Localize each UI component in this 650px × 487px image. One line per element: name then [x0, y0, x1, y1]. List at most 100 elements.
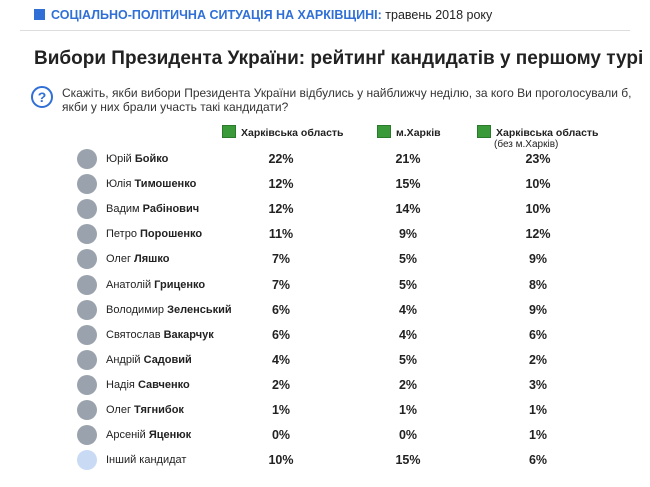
- separator: [20, 30, 630, 31]
- candidate-name: Олег Ляшко: [106, 253, 169, 265]
- percent-cell: 11%: [268, 227, 294, 242]
- candidate-name: Анатолій Гриценко: [106, 279, 205, 291]
- percent-cell: 23%: [525, 152, 551, 166]
- percent-cell: 22%: [268, 152, 294, 166]
- percent-cell: 2%: [528, 352, 548, 367]
- header-marker: [34, 9, 45, 20]
- table-row: Вадим Рабінович 12% 14% 10%: [0, 198, 650, 222]
- percent-cell: 7%: [271, 277, 291, 292]
- question-icon: ?: [31, 86, 53, 108]
- avatar: [77, 199, 97, 220]
- avatar: [77, 400, 97, 420]
- first-name: Олег: [106, 404, 131, 416]
- percent-cell: 12%: [525, 227, 551, 242]
- table-row: Юлія Тимошенко 12% 15% 10%: [0, 173, 650, 197]
- title: Вибори Президента України: рейтинґ канди…: [34, 48, 644, 69]
- avatar: [77, 149, 97, 169]
- percent-cell: 5%: [398, 252, 418, 267]
- percent-cell: 12%: [268, 202, 294, 217]
- candidate-name: Володимир Зеленський: [106, 304, 232, 316]
- percent-cell: 1%: [271, 403, 291, 417]
- percent-cell: 6%: [528, 327, 548, 342]
- percent-cell: 0%: [271, 428, 291, 443]
- last-name: Бойко: [134, 153, 169, 165]
- candidate-name: Петро Порошенко: [106, 228, 202, 240]
- table-row: Святослав Вакарчук 6% 4% 6%: [0, 324, 650, 348]
- percent-cell: 2%: [398, 377, 418, 392]
- percent-cell: 6%: [271, 327, 291, 342]
- candidate-name: Вадим Рабінович: [106, 203, 199, 215]
- candidate-name: Арсеній Яценюк: [106, 429, 191, 441]
- flag-icon: [477, 125, 491, 138]
- percent-cell: 3%: [528, 377, 548, 392]
- avatar: [77, 450, 97, 471]
- candidate-name: Юрій Бойко: [106, 153, 168, 165]
- table-row: Юрій Бойко 22% 21% 23%: [0, 148, 650, 172]
- first-name: Петро: [106, 228, 137, 241]
- first-name: Юрій: [106, 153, 132, 165]
- table-row: Андрій Садовий 4% 5% 2%: [0, 349, 650, 373]
- last-name: Тягнибок: [134, 404, 184, 416]
- first-name: Святослав: [106, 328, 161, 341]
- flag-icon: [377, 125, 391, 138]
- table-row: Олег Ляшко 7% 5% 9%: [0, 248, 650, 272]
- column-label: Харківська область: [496, 127, 599, 139]
- avatar: [77, 349, 97, 370]
- flag-icon: [222, 125, 236, 138]
- table-row: Анатолій Гриценко 7% 5% 8%: [0, 274, 650, 298]
- first-name: Вадим: [106, 203, 140, 216]
- percent-cell: 14%: [395, 202, 421, 217]
- avatar: [77, 425, 97, 446]
- table-row: Арсеній Яценюк 0% 0% 1%: [0, 424, 650, 448]
- last-name: Яценюк: [148, 429, 192, 442]
- first-name: Арсеній: [106, 429, 146, 442]
- percent-cell: 9%: [528, 252, 548, 267]
- column-label: Харківська область: [241, 127, 344, 139]
- percent-cell: 9%: [528, 302, 548, 317]
- column-note: (без м.Харків): [494, 139, 559, 150]
- last-name: Рабінович: [142, 203, 200, 216]
- header-date: травень 2018 року: [385, 8, 493, 22]
- column-header: Харківська область (без м.Харків): [477, 125, 599, 150]
- last-name: Савченко: [137, 378, 190, 391]
- avatar: [77, 224, 97, 245]
- percent-cell: 5%: [398, 277, 418, 292]
- percent-cell: 21%: [395, 152, 421, 166]
- first-name: Анатолій: [106, 278, 152, 291]
- last-name: Ляшко: [134, 253, 170, 266]
- percent-cell: 4%: [398, 302, 418, 317]
- avatar: [77, 324, 97, 345]
- first-name: Надія: [106, 378, 135, 391]
- candidate-name: Інший кандидат: [106, 454, 186, 466]
- percent-cell: 10%: [525, 202, 551, 217]
- percent-cell: 15%: [395, 453, 421, 468]
- avatar: [77, 374, 97, 395]
- last-name: Садовий: [143, 353, 192, 366]
- column-label: м.Харків: [396, 127, 441, 139]
- candidate-name: Андрій Садовий: [106, 354, 192, 366]
- percent-cell: 10%: [525, 177, 551, 192]
- percent-cell: 7%: [271, 252, 291, 267]
- percent-cell: 1%: [528, 403, 548, 417]
- candidate-name: Святослав Вакарчук: [106, 329, 214, 341]
- table-row: Володимир Зеленський 6% 4% 9%: [0, 299, 650, 323]
- table-row: Петро Порошенко 11% 9% 12%: [0, 223, 650, 247]
- percent-cell: 6%: [528, 453, 548, 468]
- percent-cell: 2%: [271, 377, 291, 392]
- percent-cell: 9%: [398, 227, 418, 242]
- percent-cell: 5%: [398, 352, 418, 367]
- percent-cell: 1%: [398, 403, 418, 417]
- first-name: Володимир: [106, 303, 165, 316]
- first-name: Олег: [106, 253, 131, 266]
- candidate-name: Олег Тягнибок: [106, 404, 184, 416]
- first-name: Інший кандидат: [106, 454, 187, 467]
- avatar: [77, 299, 97, 320]
- percent-cell: 4%: [271, 352, 291, 367]
- last-name: Вакарчук: [163, 328, 214, 341]
- column-header: Харківська область: [222, 125, 344, 139]
- percent-cell: 0%: [398, 428, 418, 443]
- percent-cell: 4%: [398, 327, 418, 342]
- header: СОЦІАЛЬНО-ПОЛІТИЧНА СИТУАЦІЯ НА ХАРКІВЩИ…: [34, 8, 492, 22]
- last-name: Зеленський: [167, 303, 232, 316]
